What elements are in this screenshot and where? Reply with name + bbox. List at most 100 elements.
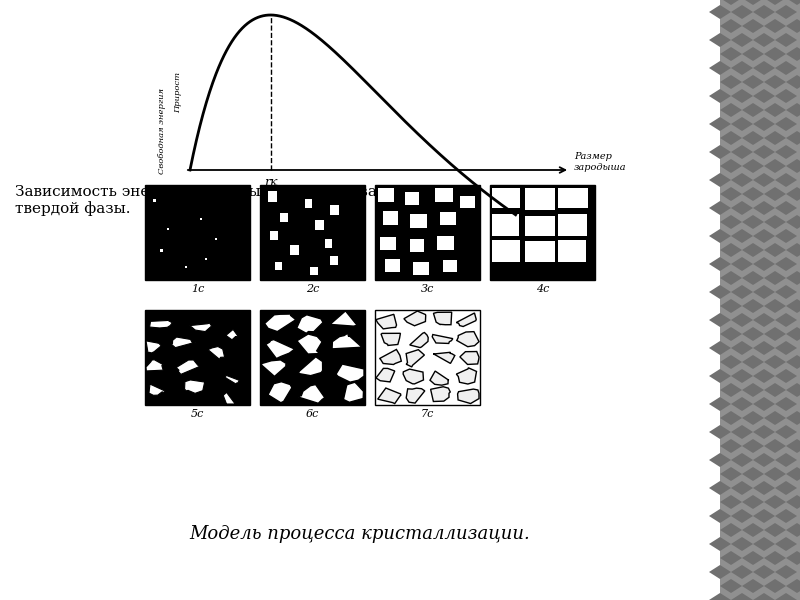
Polygon shape <box>404 311 426 326</box>
Polygon shape <box>430 371 449 385</box>
Bar <box>145 310 250 405</box>
Polygon shape <box>150 320 172 328</box>
Polygon shape <box>764 383 786 397</box>
Polygon shape <box>764 551 786 565</box>
Bar <box>385 259 400 272</box>
Polygon shape <box>709 257 731 271</box>
Bar <box>720 0 800 600</box>
Polygon shape <box>764 467 786 481</box>
Polygon shape <box>176 360 200 374</box>
Polygon shape <box>709 397 731 411</box>
Polygon shape <box>786 187 800 201</box>
Polygon shape <box>786 0 800 5</box>
Polygon shape <box>709 593 731 600</box>
Polygon shape <box>261 360 287 376</box>
Polygon shape <box>775 565 797 579</box>
Polygon shape <box>775 425 797 439</box>
Polygon shape <box>753 145 775 159</box>
Bar <box>160 249 163 252</box>
Polygon shape <box>753 313 775 327</box>
Bar <box>410 214 427 228</box>
Polygon shape <box>742 215 764 229</box>
Polygon shape <box>742 243 764 257</box>
Polygon shape <box>709 5 731 19</box>
Polygon shape <box>775 89 797 103</box>
Polygon shape <box>457 332 479 347</box>
Bar <box>437 236 454 250</box>
Text: Размер
зародыша: Размер зародыша <box>574 152 626 172</box>
Polygon shape <box>775 397 797 411</box>
Polygon shape <box>775 173 797 187</box>
Polygon shape <box>709 369 731 383</box>
Polygon shape <box>775 453 797 467</box>
Polygon shape <box>709 201 731 215</box>
Polygon shape <box>731 537 753 551</box>
Bar <box>330 256 338 265</box>
Polygon shape <box>731 285 753 299</box>
Polygon shape <box>742 19 764 33</box>
Polygon shape <box>786 243 800 257</box>
Polygon shape <box>764 215 786 229</box>
Bar <box>325 239 332 248</box>
Bar <box>153 199 156 202</box>
Polygon shape <box>775 369 797 383</box>
Polygon shape <box>786 467 800 481</box>
Polygon shape <box>149 383 166 395</box>
Polygon shape <box>742 299 764 313</box>
Polygon shape <box>764 47 786 61</box>
Polygon shape <box>146 341 161 353</box>
Text: уменьшение: уменьшение <box>174 196 182 252</box>
Bar <box>435 188 453 202</box>
Polygon shape <box>786 495 800 509</box>
Polygon shape <box>786 579 800 593</box>
Bar <box>185 266 187 268</box>
Polygon shape <box>265 314 296 332</box>
Polygon shape <box>742 523 764 537</box>
Polygon shape <box>753 285 775 299</box>
Polygon shape <box>378 388 401 404</box>
Polygon shape <box>381 333 401 346</box>
Polygon shape <box>786 551 800 565</box>
Polygon shape <box>720 523 742 537</box>
Polygon shape <box>379 349 402 365</box>
Bar <box>413 262 429 275</box>
Bar <box>330 205 339 215</box>
Polygon shape <box>753 481 775 495</box>
Polygon shape <box>786 327 800 341</box>
Polygon shape <box>775 117 797 131</box>
Text: 6с: 6с <box>306 409 319 419</box>
Polygon shape <box>731 33 753 47</box>
Polygon shape <box>753 509 775 523</box>
Polygon shape <box>764 75 786 89</box>
Polygon shape <box>720 75 742 89</box>
Text: 1с: 1с <box>191 284 204 294</box>
Bar <box>525 188 555 210</box>
Polygon shape <box>434 352 455 364</box>
Bar <box>405 192 419 205</box>
Polygon shape <box>709 33 731 47</box>
Polygon shape <box>731 565 753 579</box>
Polygon shape <box>786 131 800 145</box>
Polygon shape <box>764 19 786 33</box>
Polygon shape <box>742 439 764 453</box>
Polygon shape <box>753 565 775 579</box>
Bar <box>268 191 277 202</box>
Bar <box>310 267 318 275</box>
Polygon shape <box>742 187 764 201</box>
Polygon shape <box>709 285 731 299</box>
Bar <box>410 239 424 252</box>
Polygon shape <box>775 145 797 159</box>
Polygon shape <box>753 89 775 103</box>
Polygon shape <box>709 313 731 327</box>
Polygon shape <box>753 453 775 467</box>
Polygon shape <box>731 453 753 467</box>
Polygon shape <box>764 327 786 341</box>
Polygon shape <box>720 243 742 257</box>
Bar <box>145 185 250 280</box>
Polygon shape <box>731 369 753 383</box>
Polygon shape <box>171 337 196 347</box>
Polygon shape <box>742 47 764 61</box>
Polygon shape <box>786 159 800 173</box>
Bar <box>215 238 217 240</box>
Bar <box>460 196 475 208</box>
